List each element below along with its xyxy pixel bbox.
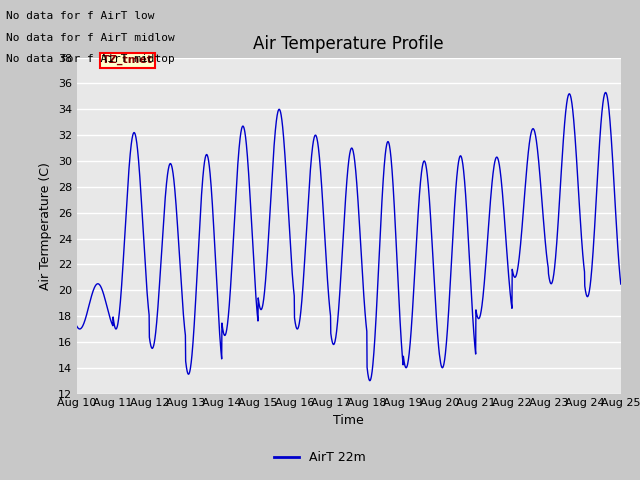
Text: TZ_tmet: TZ_tmet [102,55,153,65]
Legend: AirT 22m: AirT 22m [269,446,371,469]
Text: No data for f AirT low: No data for f AirT low [6,11,155,21]
Title: Air Temperature Profile: Air Temperature Profile [253,35,444,53]
Text: No data for f AirT midlow: No data for f AirT midlow [6,33,175,43]
Text: No data for f AirT midtop: No data for f AirT midtop [6,54,175,64]
X-axis label: Time: Time [333,414,364,427]
Y-axis label: Air Termperature (C): Air Termperature (C) [39,162,52,289]
